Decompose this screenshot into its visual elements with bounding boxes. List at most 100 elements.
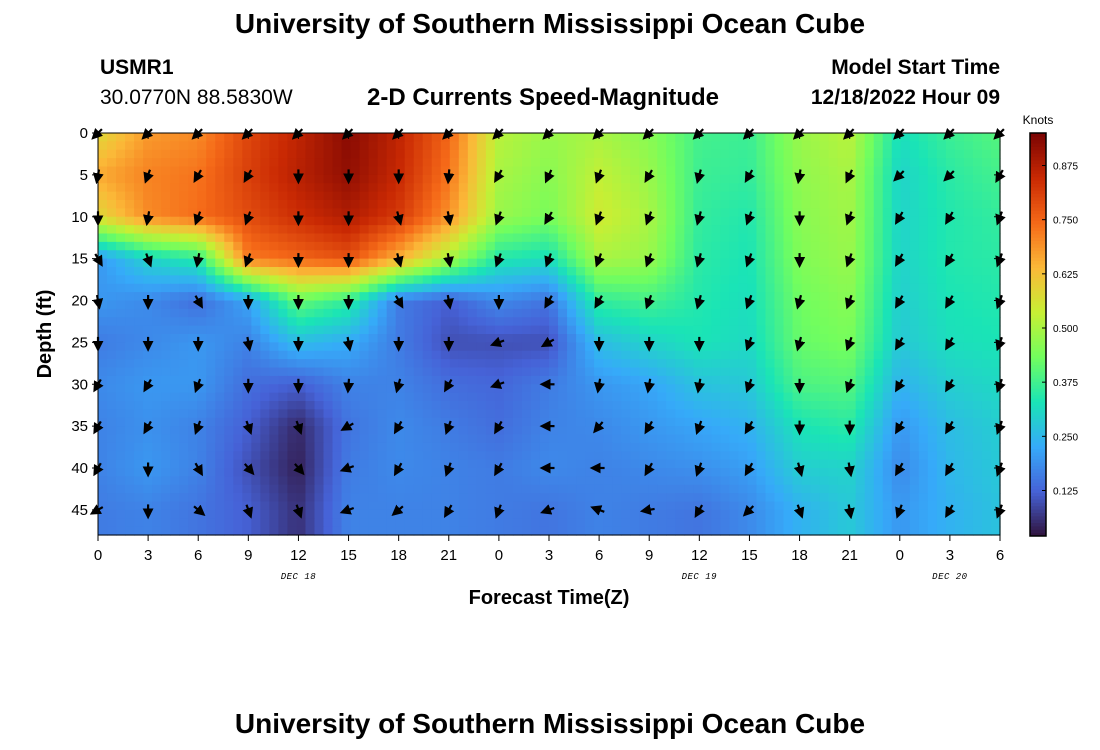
heatmap-cell bbox=[503, 526, 514, 536]
heatmap-cell bbox=[170, 158, 180, 168]
heatmap-cell bbox=[729, 459, 740, 469]
heatmap-cell bbox=[864, 275, 875, 285]
heatmap-cell bbox=[873, 409, 884, 419]
heatmap-cell bbox=[440, 158, 451, 168]
heatmap-cell bbox=[359, 283, 370, 293]
heatmap-cell bbox=[170, 200, 180, 209]
heatmap-cell bbox=[107, 468, 117, 477]
heatmap-cell bbox=[747, 149, 758, 159]
heatmap-cell bbox=[422, 283, 433, 293]
heatmap-cell bbox=[467, 493, 478, 503]
heatmap-cell bbox=[305, 417, 316, 427]
heatmap-cell bbox=[368, 526, 379, 536]
heatmap-cell bbox=[422, 350, 433, 360]
heatmap-cell bbox=[630, 501, 640, 511]
heatmap-cell bbox=[530, 325, 541, 335]
heatmap-cell bbox=[107, 334, 117, 343]
heatmap-cell bbox=[521, 392, 532, 402]
heatmap-cell bbox=[485, 392, 496, 402]
heatmap-cell bbox=[440, 208, 451, 218]
heatmap-cell bbox=[296, 417, 307, 427]
heatmap-cell bbox=[332, 300, 343, 310]
heatmap-cell bbox=[260, 459, 270, 469]
heatmap-cell bbox=[296, 233, 307, 243]
heatmap-cell bbox=[729, 526, 740, 536]
heatmap-cell bbox=[783, 241, 794, 251]
heatmap-cell bbox=[927, 233, 938, 243]
heatmap-cell bbox=[567, 501, 577, 511]
heatmap-cell bbox=[576, 392, 586, 402]
heatmap-cell bbox=[260, 451, 270, 461]
heatmap-cell bbox=[323, 149, 334, 159]
heatmap-cell bbox=[413, 451, 424, 461]
heatmap-cell bbox=[693, 191, 703, 201]
heatmap-cell bbox=[422, 417, 433, 427]
heatmap-cell bbox=[539, 451, 550, 461]
heatmap-cell bbox=[395, 401, 406, 410]
heatmap-cell bbox=[567, 434, 577, 444]
heatmap-cell bbox=[567, 283, 577, 293]
heatmap-cell bbox=[837, 275, 848, 285]
heatmap-cell bbox=[458, 166, 469, 176]
heatmap-cell bbox=[233, 401, 243, 410]
heatmap-cell bbox=[720, 392, 730, 402]
heatmap-cell bbox=[431, 459, 442, 469]
heatmap-cell bbox=[413, 401, 424, 410]
heatmap-cell bbox=[179, 484, 189, 494]
heatmap-cell bbox=[98, 392, 108, 402]
heatmap-cell bbox=[359, 501, 370, 511]
heatmap-cell bbox=[296, 434, 307, 444]
heatmap-cell bbox=[729, 442, 740, 452]
heatmap-cell bbox=[603, 417, 613, 427]
heatmap-cell bbox=[386, 459, 397, 469]
heatmap-cell bbox=[621, 191, 631, 201]
heatmap-cell bbox=[675, 367, 685, 377]
heatmap-cell bbox=[314, 417, 325, 427]
heatmap-cell bbox=[828, 325, 839, 335]
heatmap-cell bbox=[954, 526, 965, 536]
heatmap-cell bbox=[350, 267, 361, 276]
heatmap-cell bbox=[287, 225, 298, 235]
heatmap-cell bbox=[467, 267, 478, 276]
heatmap-cell bbox=[765, 350, 776, 360]
heatmap-cell bbox=[323, 476, 334, 486]
heatmap-cell bbox=[837, 292, 848, 302]
heatmap-cell bbox=[206, 208, 216, 218]
heatmap-cell bbox=[386, 233, 397, 243]
heatmap-cell bbox=[909, 476, 920, 486]
heatmap-cell bbox=[738, 476, 749, 486]
heatmap-cell bbox=[585, 300, 595, 310]
heatmap-cell bbox=[567, 216, 577, 226]
heatmap-cell bbox=[747, 317, 758, 327]
heatmap-cell bbox=[576, 459, 586, 469]
heatmap-cell bbox=[657, 359, 667, 369]
heatmap-cell bbox=[594, 367, 604, 377]
heatmap-cell bbox=[738, 342, 749, 352]
heatmap-cell bbox=[476, 300, 487, 310]
heatmap-cell bbox=[873, 501, 884, 511]
heatmap-cell bbox=[134, 476, 144, 486]
heatmap-cell bbox=[269, 216, 279, 226]
heatmap-cell bbox=[657, 501, 667, 511]
heatmap-cell bbox=[512, 317, 523, 327]
heatmap-cell bbox=[927, 208, 938, 218]
heatmap-cell bbox=[404, 275, 415, 285]
heatmap-cell bbox=[909, 241, 920, 251]
heatmap-cell bbox=[846, 367, 857, 377]
heatmap-cell bbox=[215, 468, 225, 477]
heatmap-cell bbox=[756, 342, 767, 352]
heatmap-cell bbox=[368, 308, 379, 318]
heatmap-cell bbox=[675, 417, 685, 427]
heatmap-cell bbox=[116, 292, 126, 302]
heatmap-cell bbox=[819, 149, 830, 159]
heatmap-cell bbox=[125, 292, 135, 302]
heatmap-cell bbox=[98, 509, 108, 519]
heatmap-cell bbox=[503, 216, 514, 226]
heatmap-cell bbox=[179, 476, 189, 486]
heatmap-cell bbox=[341, 375, 352, 385]
heatmap-cell bbox=[395, 526, 406, 536]
heatmap-cell bbox=[359, 392, 370, 402]
heatmap-cell bbox=[558, 317, 568, 327]
heatmap-cell bbox=[476, 509, 487, 519]
heatmap-cell bbox=[449, 334, 460, 343]
